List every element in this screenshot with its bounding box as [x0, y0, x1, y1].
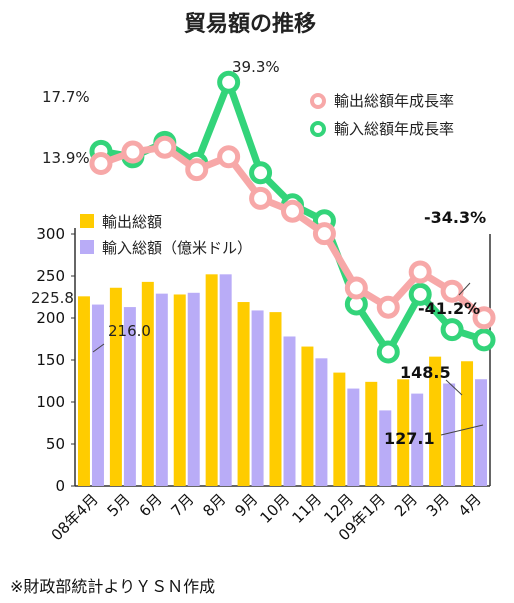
x-tick-label: 11月 — [288, 490, 325, 527]
label-export-growth-first: 13.9% — [42, 149, 90, 167]
label-import-last: 127.1 — [384, 429, 435, 448]
x-tick-label: 4月 — [455, 490, 485, 520]
label-export-last: 148.5 — [400, 363, 451, 382]
bars — [77, 274, 488, 486]
leader-export-last — [445, 379, 463, 396]
bar-export — [205, 274, 218, 486]
bar-export — [461, 361, 474, 486]
point-export-growth — [89, 152, 113, 176]
point-import-growth — [408, 282, 432, 306]
label-import-growth-peak: 39.3% — [232, 58, 280, 76]
point-export-growth — [312, 222, 336, 246]
bar-export — [173, 294, 186, 486]
point-export-growth — [121, 140, 145, 164]
x-tick-label: 10月 — [256, 490, 293, 527]
legend-swatch-import — [80, 240, 94, 254]
x-tick-label: 7月 — [167, 490, 197, 520]
legend-label-import: 輸入総額（億米ドル） — [102, 239, 252, 257]
y-tick-label: 300 — [36, 225, 65, 243]
bar-export — [77, 296, 90, 486]
bar-import — [123, 307, 136, 486]
point-import-growth — [217, 70, 241, 94]
label-export-growth-last: -34.3% — [424, 208, 486, 227]
point-export-growth — [440, 279, 464, 303]
bar-export — [365, 381, 378, 486]
bar-export — [109, 287, 122, 486]
point-export-growth — [185, 158, 209, 182]
x-tick-label: 6月 — [136, 490, 166, 520]
leader-import-first — [92, 343, 105, 353]
legend-label-export-growth: 輸出総額年成長率 — [334, 92, 454, 110]
source-note: ※財政部統計よりＹＳＮ作成 — [10, 577, 215, 596]
x-tick-label: 8月 — [199, 490, 229, 520]
chart-title: 貿易額の推移 — [184, 11, 316, 37]
x-tick-label: 2月 — [391, 490, 421, 520]
point-export-growth — [153, 135, 177, 159]
point-import-growth — [249, 161, 273, 185]
bar-import — [91, 304, 104, 486]
point-export-growth — [217, 145, 241, 169]
bar-import — [283, 336, 296, 486]
y-tick-label: 200 — [36, 309, 65, 327]
legend-swatch-export — [80, 214, 94, 228]
y-tick-label: 50 — [46, 435, 65, 453]
bar-import — [187, 292, 200, 486]
bar-import — [379, 410, 392, 486]
point-export-growth — [249, 186, 273, 210]
point-export-growth — [472, 306, 496, 330]
label-import-growth-first: 17.7% — [42, 88, 90, 106]
x-tick-label: 3月 — [423, 490, 453, 520]
leader-import-growth-last — [458, 282, 471, 296]
legend-label-import-growth: 輸入総額年成長率 — [334, 120, 454, 138]
label-import-first: 216.0 — [108, 322, 151, 340]
bar-import — [411, 393, 424, 486]
point-import-growth — [376, 340, 400, 364]
point-export-growth — [408, 260, 432, 284]
bar-import — [155, 293, 168, 486]
bar-import — [347, 388, 360, 486]
y-tick-label: 150 — [36, 351, 65, 369]
bar-export — [301, 346, 314, 486]
legend-label-export: 輸出総額 — [102, 213, 162, 231]
growth-lines — [89, 70, 496, 364]
y-tick-label: 250 — [36, 267, 65, 285]
bar-export — [141, 281, 154, 486]
x-tick-label: 5月 — [104, 490, 134, 520]
label-import-growth-last: -41.2% — [418, 299, 480, 318]
bar-export — [237, 302, 250, 486]
point-import-growth — [472, 328, 496, 352]
x-tick-label: 08年4月 — [48, 490, 102, 544]
bar-import — [315, 358, 328, 486]
bar-export — [269, 312, 282, 486]
y-tick-label: 100 — [36, 393, 65, 411]
bar-import — [251, 310, 264, 486]
bar-export — [333, 372, 346, 486]
point-import-growth — [440, 318, 464, 342]
bar-export — [429, 356, 442, 486]
point-export-growth — [281, 199, 304, 223]
bar-import — [219, 274, 232, 486]
bar-export — [397, 379, 410, 486]
y-tick-label: 0 — [55, 477, 65, 495]
bar-import — [475, 379, 488, 486]
point-export-growth — [376, 295, 400, 319]
leader-import-last — [440, 424, 484, 436]
bar-import — [443, 383, 456, 486]
legend-marker-import-growth — [310, 121, 326, 137]
label-export-first: 225.8 — [31, 289, 74, 307]
point-export-growth — [344, 276, 368, 300]
legend-marker-export-growth — [310, 93, 326, 109]
